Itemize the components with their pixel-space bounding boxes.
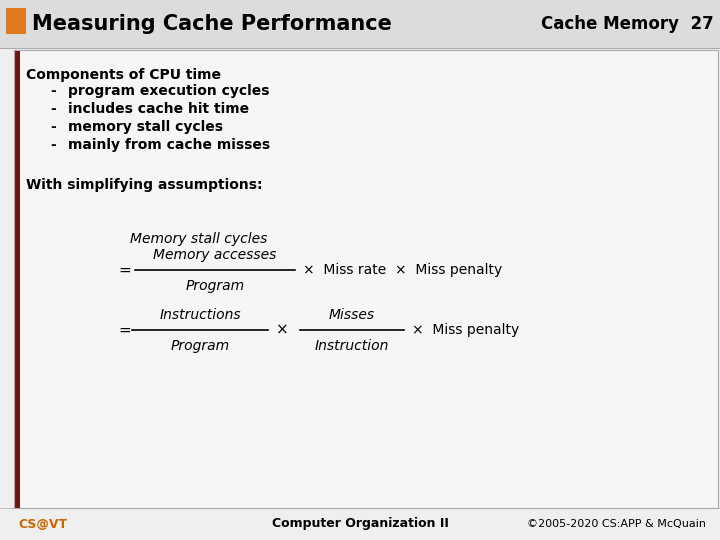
Text: ©2005-2020 CS:APP & McQuain: ©2005-2020 CS:APP & McQuain xyxy=(527,519,706,529)
Text: -: - xyxy=(50,138,55,152)
Bar xyxy=(14,50,20,508)
Text: -: - xyxy=(50,102,55,116)
Text: Misses: Misses xyxy=(329,308,375,322)
Text: Memory stall cycles: Memory stall cycles xyxy=(130,232,267,246)
Text: memory stall cycles: memory stall cycles xyxy=(68,120,223,134)
Text: includes cache hit time: includes cache hit time xyxy=(68,102,249,116)
Bar xyxy=(14,50,718,508)
Text: Computer Organization II: Computer Organization II xyxy=(271,517,449,530)
Bar xyxy=(20,50,718,508)
Text: Instructions: Instructions xyxy=(159,308,240,322)
Text: mainly from cache misses: mainly from cache misses xyxy=(68,138,270,152)
Text: Measuring Cache Performance: Measuring Cache Performance xyxy=(32,14,392,34)
Text: Program: Program xyxy=(186,279,245,293)
Bar xyxy=(0,0,720,48)
Text: -: - xyxy=(50,120,55,134)
Text: Memory accesses: Memory accesses xyxy=(153,248,276,262)
Text: Instruction: Instruction xyxy=(315,339,390,353)
Text: ×  Miss penalty: × Miss penalty xyxy=(412,323,519,337)
Text: Components of CPU time: Components of CPU time xyxy=(26,68,221,82)
Text: With simplifying assumptions:: With simplifying assumptions: xyxy=(26,178,263,192)
Bar xyxy=(6,8,26,34)
Text: Cache Memory  27: Cache Memory 27 xyxy=(541,15,714,33)
Text: program execution cycles: program execution cycles xyxy=(68,84,269,98)
Text: ×: × xyxy=(276,322,289,338)
Text: Program: Program xyxy=(171,339,230,353)
Text: ×  Miss rate  ×  Miss penalty: × Miss rate × Miss penalty xyxy=(303,263,503,277)
Text: =: = xyxy=(118,262,131,278)
Text: -: - xyxy=(50,84,55,98)
Text: =: = xyxy=(118,322,131,338)
Text: CS@VT: CS@VT xyxy=(18,517,67,530)
